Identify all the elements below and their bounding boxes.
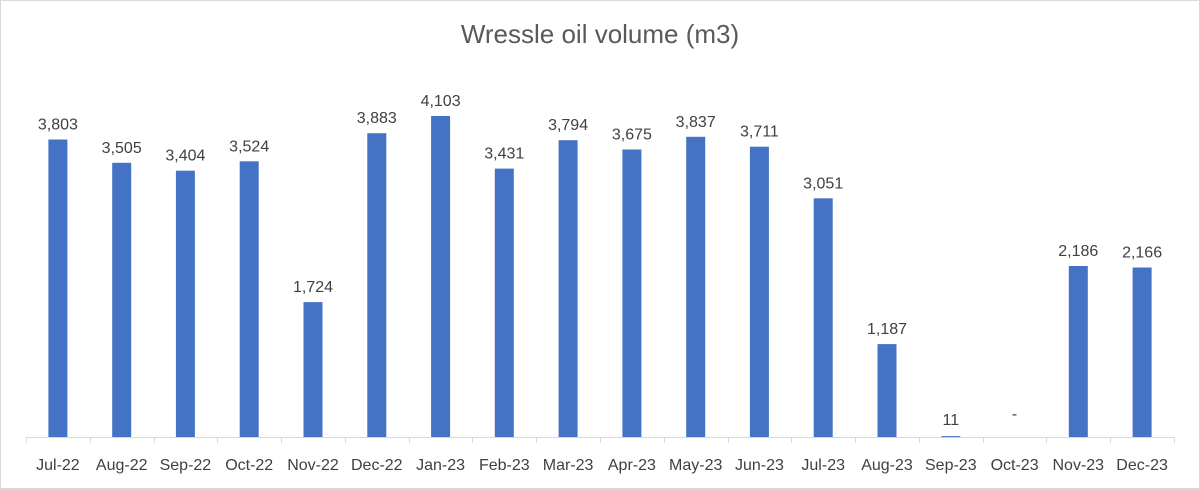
data-label-sep-23: 11 [942, 412, 959, 429]
x-tick-label-may-23: May-23 [669, 457, 722, 474]
x-tick-label-dec-22: Dec-22 [351, 457, 403, 474]
bar-aug-22 [112, 162, 132, 438]
bar-sep-23 [941, 436, 961, 438]
bar-feb-23 [494, 168, 514, 437]
x-tick-label-sep-23: Sep-23 [925, 457, 977, 474]
data-label-aug-23: 1,187 [867, 321, 907, 338]
bar-may-23 [686, 136, 706, 438]
x-tick-label-nov-23: Nov-23 [1053, 457, 1105, 474]
x-tick-label-nov-22: Nov-22 [287, 457, 339, 474]
data-label-jan-23: 4,103 [421, 93, 461, 110]
bar-aug-23 [877, 344, 897, 437]
data-label-jul-23: 3,051 [803, 175, 843, 192]
bar-nov-22 [303, 302, 323, 437]
data-label-apr-23: 3,675 [612, 127, 652, 144]
x-tick-label-aug-23: Aug-23 [861, 457, 913, 474]
data-label-dec-23: 2,166 [1122, 245, 1162, 262]
bar-sep-22 [175, 170, 195, 437]
x-tick-label-sep-22: Sep-22 [160, 457, 212, 474]
bar-jul-23 [813, 198, 833, 437]
x-tick-label-oct-22: Oct-22 [225, 457, 273, 474]
data-label-may-23: 3,837 [676, 114, 716, 131]
bar-nov-23 [1068, 266, 1088, 437]
x-tick-label-oct-23: Oct-23 [991, 457, 1039, 474]
bar-mar-23 [558, 140, 578, 437]
x-tick-label-jul-22: Jul-22 [36, 457, 80, 474]
x-tick-label-feb-23: Feb-23 [479, 457, 530, 474]
x-tick-label-jan-23: Jan-23 [416, 457, 465, 474]
bar-oct-22 [239, 161, 259, 438]
bar-jun-23 [749, 146, 769, 437]
chart-title: Wressle oil volume (m3) [460, 19, 740, 49]
data-label-aug-22: 3,505 [102, 140, 142, 157]
data-label-jul-22: 3,803 [38, 117, 78, 134]
data-label-oct-23: - [1012, 406, 1017, 423]
x-tick-label-jul-23: Jul-23 [801, 457, 845, 474]
bar-dec-23 [1132, 267, 1152, 437]
data-label-feb-23: 3,431 [484, 146, 524, 163]
data-label-nov-23: 2,186 [1058, 243, 1098, 260]
x-tick-label-mar-23: Mar-23 [543, 457, 594, 474]
x-tick-label-jun-23: Jun-23 [735, 457, 784, 474]
x-tick-label-apr-23: Apr-23 [608, 457, 656, 474]
data-label-dec-22: 3,883 [357, 110, 397, 127]
bar-dec-22 [367, 133, 387, 437]
data-label-oct-22: 3,524 [229, 138, 269, 155]
data-label-sep-22: 3,404 [165, 148, 205, 165]
x-tick-label-dec-23: Dec-23 [1116, 457, 1168, 474]
data-label-jun-23: 3,711 [740, 124, 779, 141]
data-label-nov-22: 1,724 [293, 279, 333, 296]
x-tick-label-aug-22: Aug-22 [96, 457, 148, 474]
data-label-mar-23: 3,794 [548, 117, 588, 134]
bar-jan-23 [431, 116, 451, 437]
bar-apr-23 [622, 149, 642, 437]
bar-jul-22 [48, 139, 68, 437]
